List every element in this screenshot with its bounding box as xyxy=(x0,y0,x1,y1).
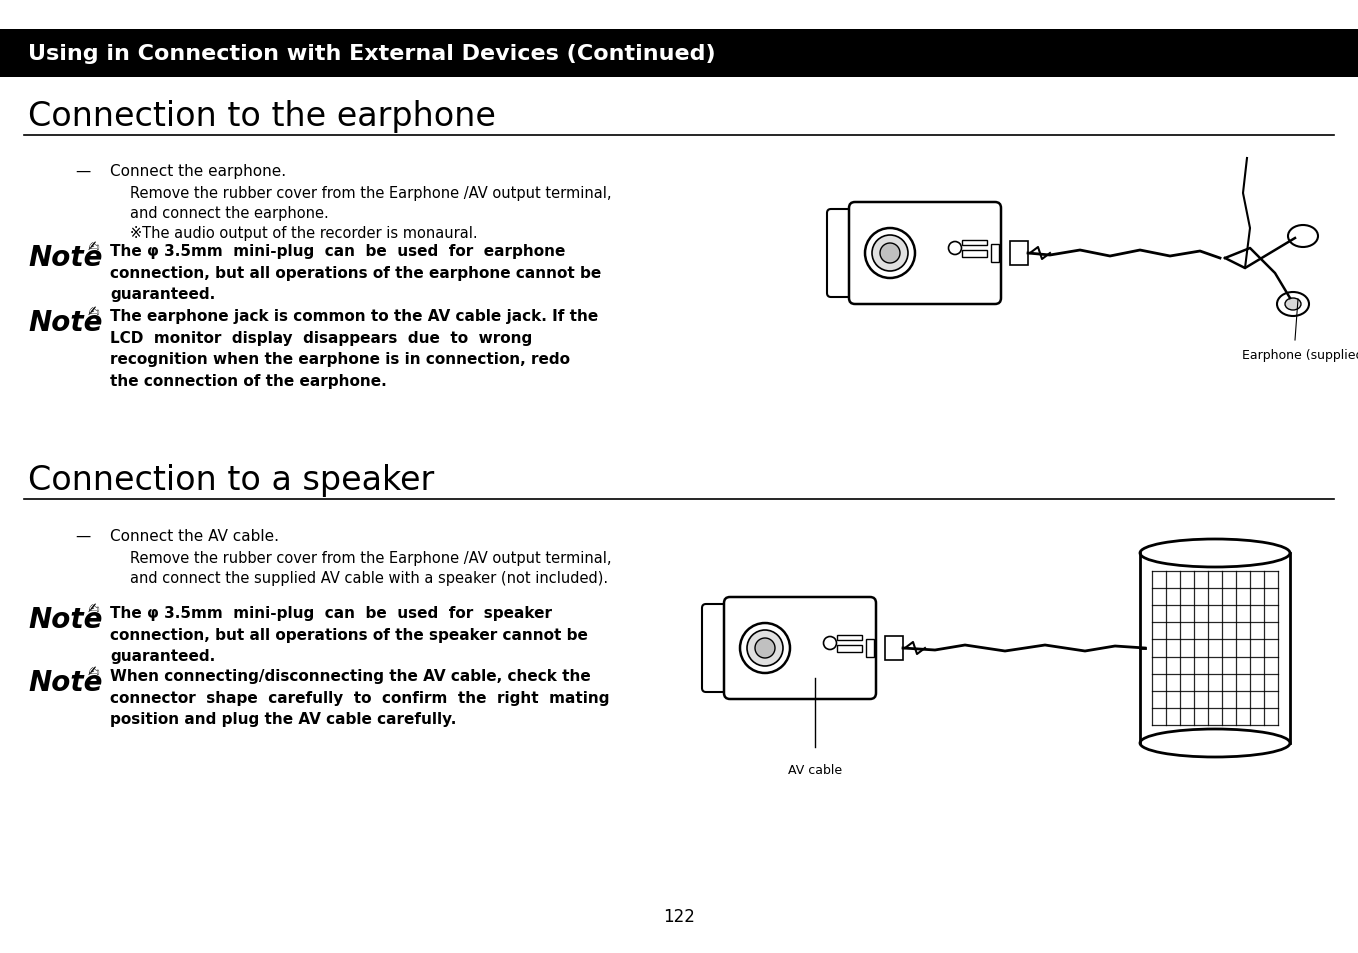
Text: —: — xyxy=(75,164,90,179)
Text: Remove the rubber cover from the Earphone /AV output terminal,: Remove the rubber cover from the Earphon… xyxy=(130,186,611,201)
Text: Remove the rubber cover from the Earphone /AV output terminal,: Remove the rubber cover from the Earphon… xyxy=(130,551,611,565)
Ellipse shape xyxy=(880,244,900,264)
Text: ※The audio output of the recorder is monaural.: ※The audio output of the recorder is mon… xyxy=(130,226,478,241)
Bar xyxy=(1010,242,1028,266)
Text: Connect the earphone.: Connect the earphone. xyxy=(110,164,287,179)
Ellipse shape xyxy=(948,242,961,255)
Ellipse shape xyxy=(823,637,837,650)
Ellipse shape xyxy=(1285,298,1301,311)
Bar xyxy=(837,645,862,652)
Bar xyxy=(991,245,999,263)
Text: —: — xyxy=(75,529,90,543)
Bar xyxy=(961,251,987,257)
Text: and connect the supplied AV cable with a speaker (not included).: and connect the supplied AV cable with a… xyxy=(130,571,608,585)
Ellipse shape xyxy=(1139,729,1290,758)
Text: ✍: ✍ xyxy=(88,601,99,616)
Ellipse shape xyxy=(740,623,790,673)
Bar xyxy=(866,639,875,658)
Text: Note: Note xyxy=(29,244,102,272)
FancyBboxPatch shape xyxy=(702,604,736,692)
Text: The earphone jack is common to the AV cable jack. If the
LCD  monitor  display  : The earphone jack is common to the AV ca… xyxy=(110,309,599,389)
Text: Note: Note xyxy=(29,605,102,634)
Text: Connection to the earphone: Connection to the earphone xyxy=(29,100,496,132)
Text: When connecting/disconnecting the AV cable, check the
connector  shape  carefull: When connecting/disconnecting the AV cab… xyxy=(110,668,610,726)
Text: ✍: ✍ xyxy=(88,664,99,679)
Text: Note: Note xyxy=(29,309,102,336)
Text: Connect the AV cable.: Connect the AV cable. xyxy=(110,529,278,543)
Bar xyxy=(961,241,987,246)
FancyBboxPatch shape xyxy=(849,203,1001,305)
Text: ✍: ✍ xyxy=(88,240,99,253)
Bar xyxy=(885,637,903,660)
Text: Note: Note xyxy=(29,668,102,697)
Text: Using in Connection with External Devices (Continued): Using in Connection with External Device… xyxy=(29,44,716,64)
Text: The φ 3.5mm  mini-plug  can  be  used  for  speaker
connection, but all operatio: The φ 3.5mm mini-plug can be used for sp… xyxy=(110,605,588,663)
Text: AV cable: AV cable xyxy=(788,763,842,776)
Ellipse shape xyxy=(1139,539,1290,567)
FancyBboxPatch shape xyxy=(724,598,876,700)
Ellipse shape xyxy=(755,639,775,659)
FancyBboxPatch shape xyxy=(827,210,861,297)
Text: Connection to a speaker: Connection to a speaker xyxy=(29,463,435,497)
Ellipse shape xyxy=(872,235,909,272)
Text: ✍: ✍ xyxy=(88,305,99,318)
Bar xyxy=(0,30,1358,78)
Text: and connect the earphone.: and connect the earphone. xyxy=(130,206,329,221)
Text: Earphone (supplied): Earphone (supplied) xyxy=(1241,349,1358,361)
Ellipse shape xyxy=(865,229,915,278)
Ellipse shape xyxy=(747,630,784,666)
Ellipse shape xyxy=(1277,293,1309,316)
Bar xyxy=(837,636,862,640)
Ellipse shape xyxy=(1287,226,1319,248)
Text: The φ 3.5mm  mini-plug  can  be  used  for  earphone
connection, but all operati: The φ 3.5mm mini-plug can be used for ea… xyxy=(110,244,602,302)
Text: 122: 122 xyxy=(663,907,695,925)
